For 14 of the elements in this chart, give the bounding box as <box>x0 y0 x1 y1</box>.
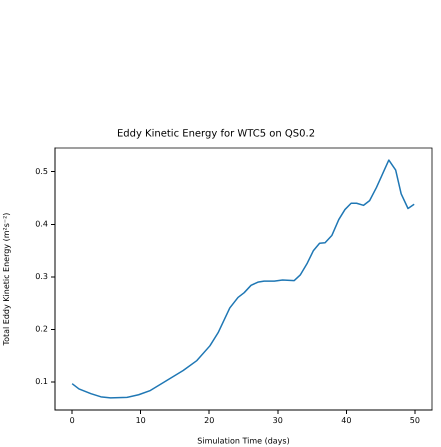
y-tick-label: 0.3 <box>35 272 48 281</box>
x-axis-title: Simulation Time (days) <box>197 436 290 446</box>
y-tick-label: 0.2 <box>35 324 48 334</box>
x-tick-label: 0 <box>70 416 75 425</box>
y-tick-label: 0.4 <box>35 219 48 228</box>
y-tick-label: 0.1 <box>35 377 48 386</box>
chart-title: Eddy Kinetic Energy for WTC5 on QS0.2 <box>116 128 316 140</box>
x-tick-label: 30 <box>272 416 283 425</box>
x-tick-label: 40 <box>341 416 352 425</box>
x-tick-label: 50 <box>410 416 420 425</box>
x-tick-label: 10 <box>136 416 146 425</box>
y-tick-label: 0.5 <box>35 166 48 176</box>
y-axis-title: Total Eddy Kinetic Energy (m²s⁻²) <box>2 212 11 346</box>
x-tick-label: 20 <box>204 416 214 425</box>
